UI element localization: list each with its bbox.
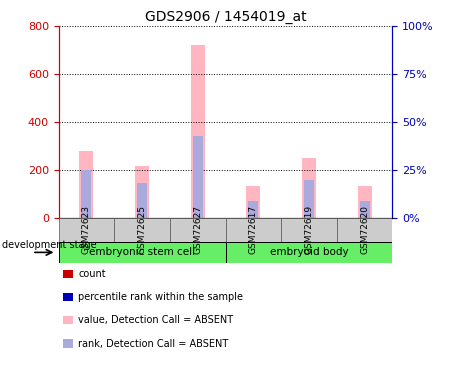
Text: percentile rank within the sample: percentile rank within the sample [78, 292, 244, 302]
Text: embryonic stem cell: embryonic stem cell [89, 248, 195, 257]
Bar [246, 186, 260, 218]
Text: GSM72625: GSM72625 [138, 206, 147, 254]
Text: GSM72617: GSM72617 [249, 206, 258, 254]
Bar [337, 217, 392, 242]
Text: value, Detection Call = ABSENT: value, Detection Call = ABSENT [78, 315, 234, 325]
Bar [170, 217, 226, 242]
Bar [304, 180, 314, 218]
Bar [114, 217, 170, 242]
Bar [59, 242, 226, 262]
Bar [191, 45, 205, 218]
Bar [79, 150, 93, 217]
Bar [302, 158, 316, 218]
Bar [358, 186, 372, 218]
Text: GSM72627: GSM72627 [193, 206, 202, 254]
Text: GSM72619: GSM72619 [304, 206, 313, 254]
Bar [249, 201, 258, 217]
Bar [359, 201, 369, 217]
Bar [82, 170, 92, 217]
Bar [137, 183, 147, 218]
Bar [135, 166, 149, 218]
Bar [281, 217, 337, 242]
Title: GDS2906 / 1454019_at: GDS2906 / 1454019_at [145, 10, 306, 24]
Text: rank, Detection Call = ABSENT: rank, Detection Call = ABSENT [78, 339, 229, 348]
Bar [59, 217, 114, 242]
Text: count: count [78, 269, 106, 279]
Bar [226, 217, 281, 242]
Bar [193, 136, 202, 218]
Bar [226, 242, 392, 262]
Text: GSM72620: GSM72620 [360, 206, 369, 254]
Text: development stage: development stage [2, 240, 97, 250]
Text: GSM72623: GSM72623 [82, 206, 91, 254]
Text: embryoid body: embryoid body [270, 248, 348, 257]
